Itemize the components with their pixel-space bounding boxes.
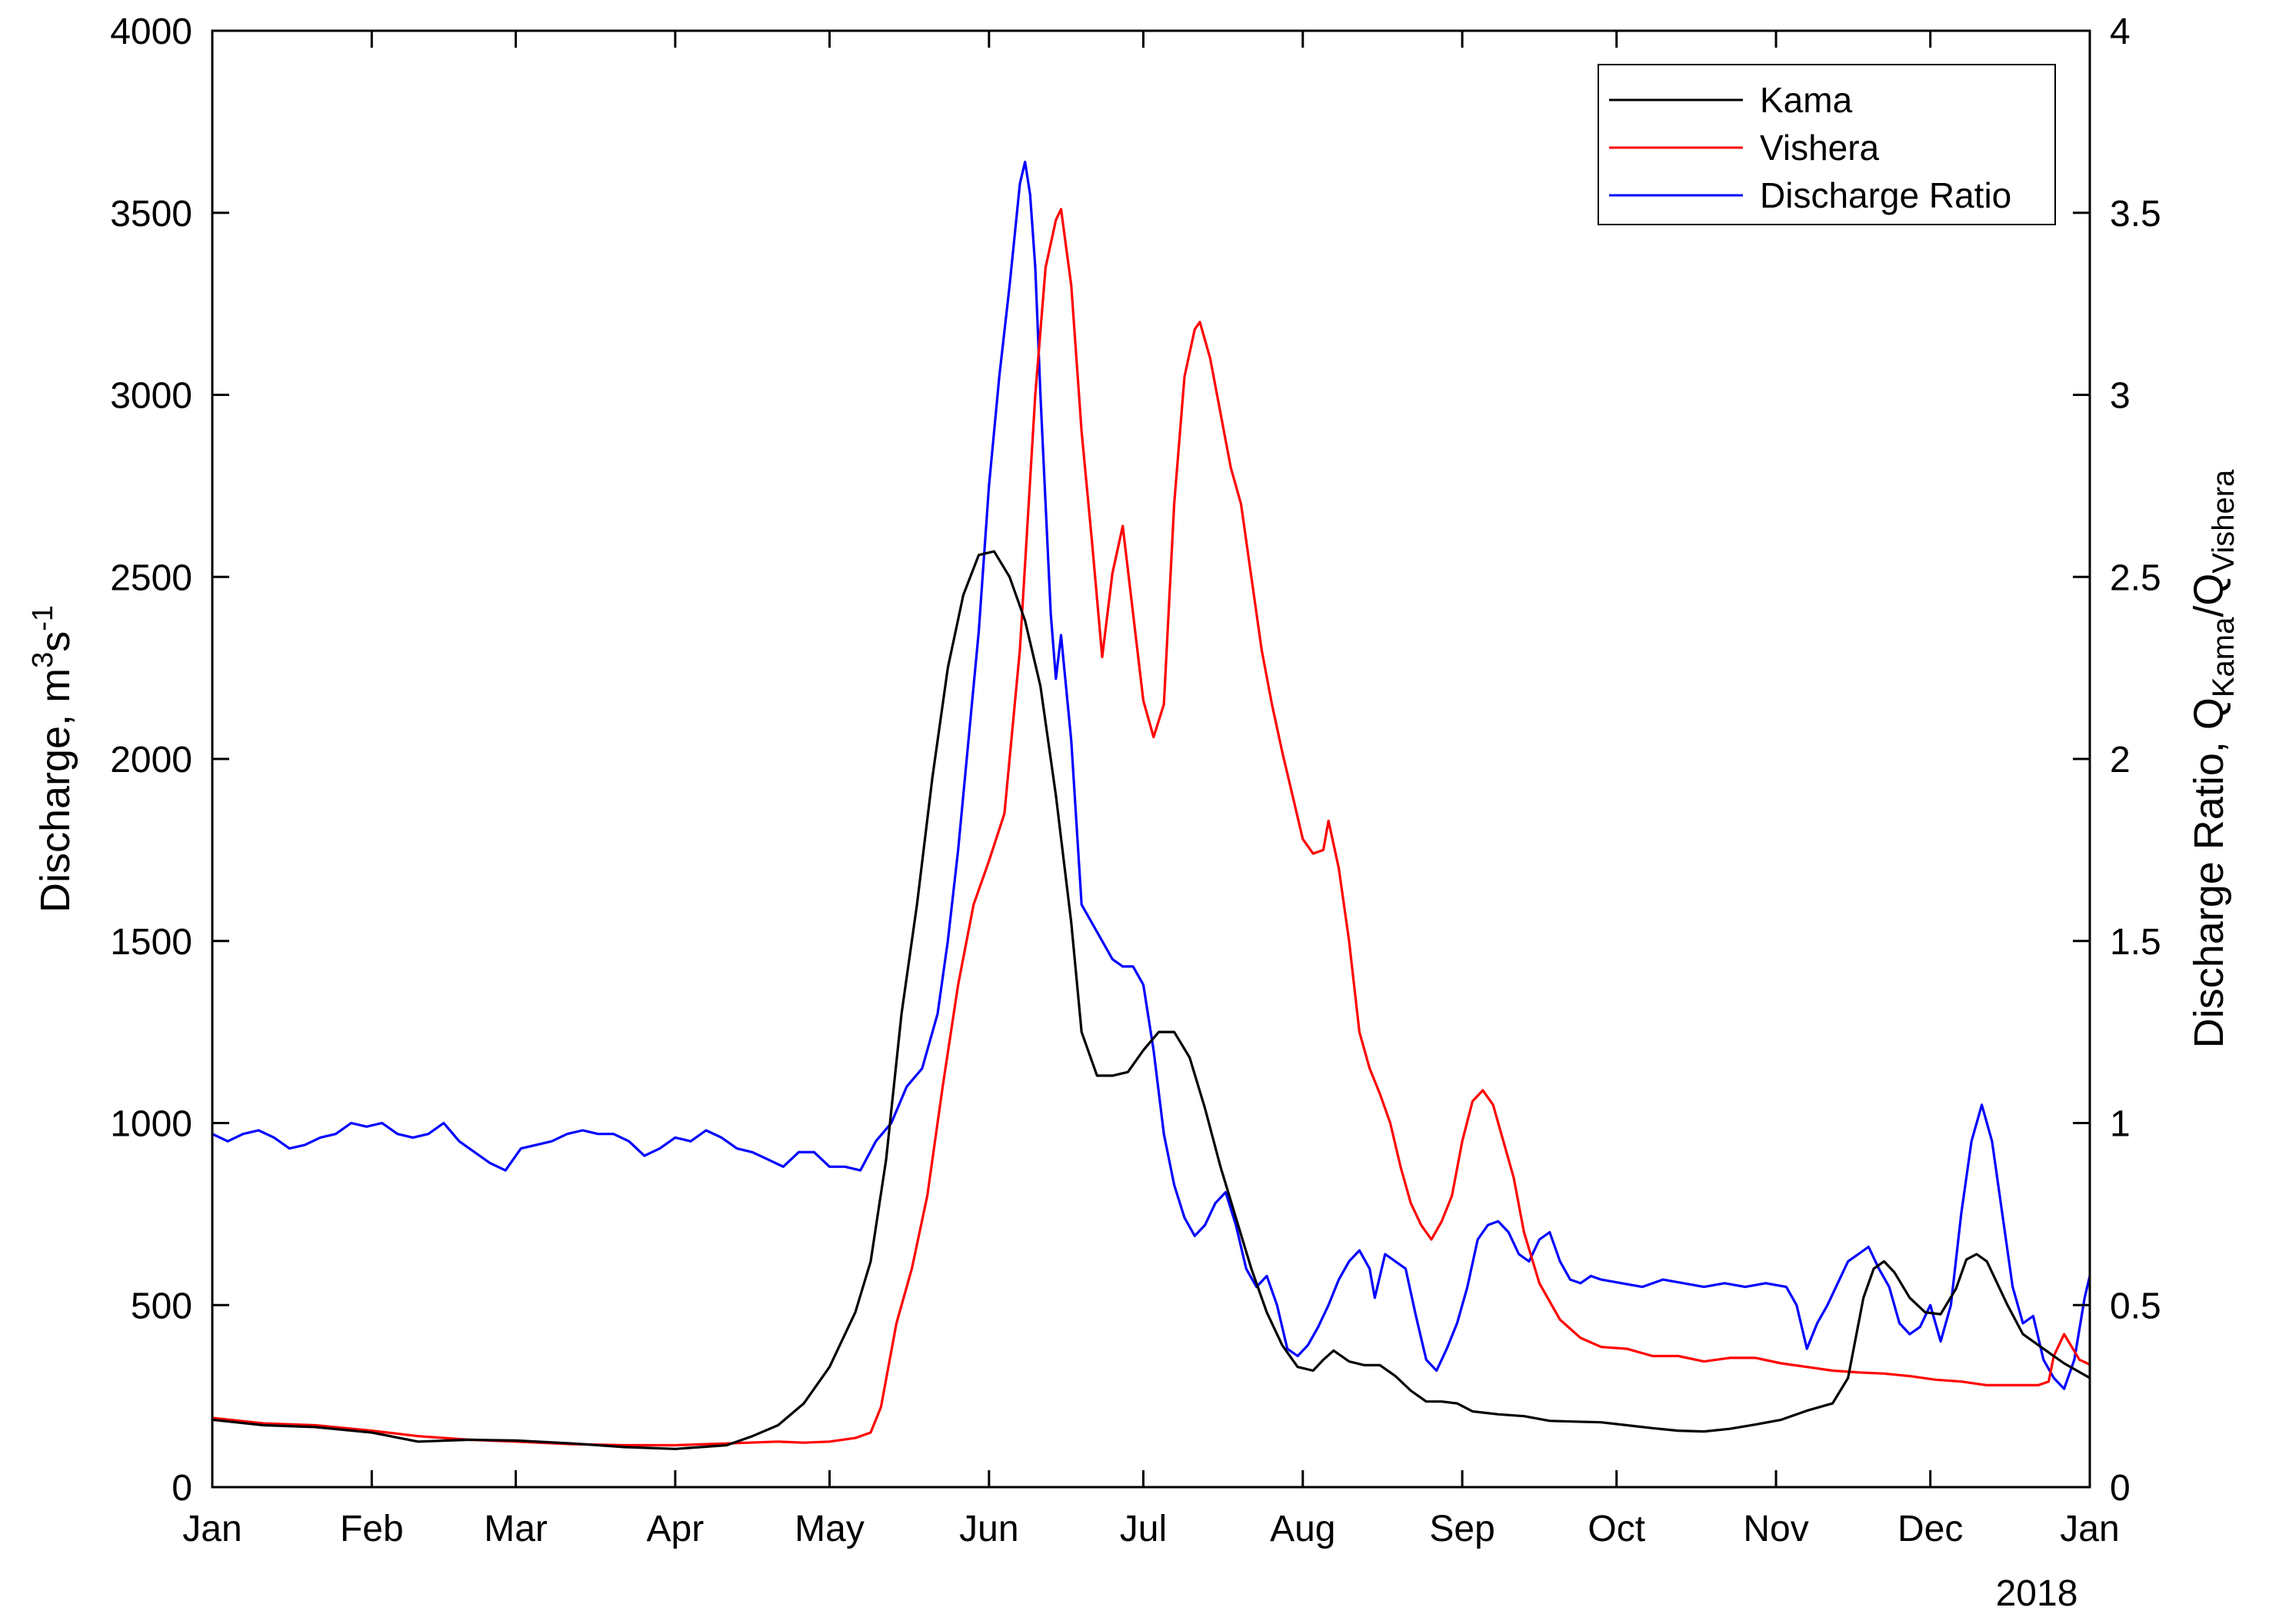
series-line-vishera bbox=[212, 208, 2090, 1447]
legend-label-kama: Kama bbox=[1760, 80, 1853, 120]
x-tick-label: Dec bbox=[1897, 1509, 1963, 1549]
y-left-axis-title: Discharge, m3s-1 bbox=[27, 605, 78, 913]
y-left-tick-label: 1500 bbox=[110, 922, 192, 963]
ticks-group bbox=[211, 29, 2091, 1489]
y-right-tick-label: 4 bbox=[2110, 12, 2131, 52]
x-tick-label: Mar bbox=[484, 1509, 548, 1549]
y-right-tick-label: 1 bbox=[2110, 1104, 2131, 1145]
series-group bbox=[212, 160, 2090, 1450]
y-right-tick-label: 2.5 bbox=[2110, 557, 2161, 598]
tick-labels-group: Jan Feb Mar Apr May Jun Jul Aug Sep Oct Nov Dec Jan0… bbox=[110, 12, 2161, 1549]
y-right-axis-title: Discharge Ratio, QKama/QVishera bbox=[2186, 469, 2241, 1048]
plot-area bbox=[212, 160, 2090, 1450]
x-tick-label: Jun bbox=[959, 1509, 1018, 1549]
legend-label-vishera: Vishera bbox=[1760, 128, 1880, 168]
y-left-tick-label: 3000 bbox=[110, 376, 192, 417]
y-right-tick-label: 0.5 bbox=[2110, 1286, 2161, 1326]
y-left-tick-label: 0 bbox=[172, 1468, 192, 1509]
legend-box bbox=[1598, 64, 2056, 225]
x-tick-label: Jan bbox=[2060, 1509, 2119, 1549]
x-tick-label: Oct bbox=[1588, 1509, 1645, 1549]
y-right-tick-label: 0 bbox=[2110, 1468, 2131, 1509]
x-tick-label: Apr bbox=[647, 1509, 705, 1549]
legend-label-discharge-ratio: Discharge Ratio bbox=[1760, 175, 2011, 215]
y-left-tick-label: 1000 bbox=[110, 1104, 192, 1145]
y-right-tick-label: 3 bbox=[2110, 376, 2131, 417]
y-right-tick-label: 2 bbox=[2110, 740, 2131, 780]
x-tick-label: Sep bbox=[1429, 1509, 1494, 1549]
y-left-tick-label: 4000 bbox=[110, 12, 192, 52]
x-tick-label: Nov bbox=[1743, 1509, 1808, 1549]
y-left-tick-label: 3500 bbox=[110, 194, 192, 235]
y-right-tick-label: 1.5 bbox=[2110, 922, 2161, 963]
y-left-tick-label: 2000 bbox=[110, 740, 192, 780]
y-left-tick-label: 2500 bbox=[110, 557, 192, 598]
x-axis-year-label: 2018 bbox=[1996, 1573, 2078, 1614]
series-line-discharge-ratio bbox=[212, 160, 2090, 1390]
legend: Kama Vishera Discharge Ratio bbox=[1598, 64, 2056, 225]
x-tick-label: May bbox=[795, 1509, 865, 1549]
x-tick-label: Jan bbox=[182, 1509, 242, 1549]
series-line-kama bbox=[212, 550, 2090, 1450]
y-left-tick-label: 500 bbox=[131, 1286, 192, 1326]
y-right-tick-label: 3.5 bbox=[2110, 194, 2161, 235]
x-tick-label: Feb bbox=[340, 1509, 404, 1549]
x-tick-label: Aug bbox=[1270, 1509, 1335, 1549]
x-tick-label: Jul bbox=[1120, 1509, 1167, 1549]
